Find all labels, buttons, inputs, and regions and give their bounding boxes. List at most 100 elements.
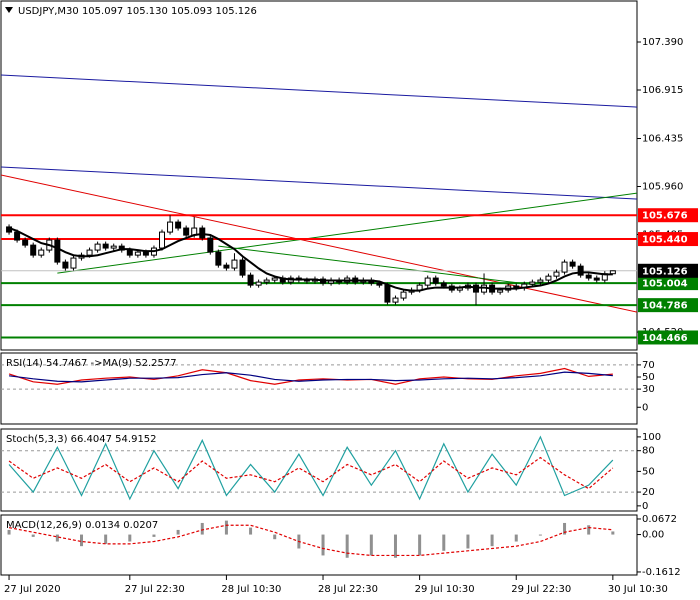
candle-body — [384, 284, 391, 303]
plot-area — [7, 520, 615, 558]
candle-body — [432, 277, 439, 284]
panel-title: MACD(12,26,9) 0.0134 0.0207 — [6, 520, 158, 531]
x-tick-label: 29 Jul 22:30 — [511, 584, 571, 595]
plot-area — [1, 364, 637, 390]
candle-body — [440, 282, 447, 287]
histogram-bar — [587, 525, 591, 535]
candle-body — [537, 279, 544, 283]
panel-frame — [0, 428, 638, 512]
candle-body — [255, 281, 262, 286]
histogram-bar — [563, 522, 567, 535]
panel-frame — [0, 352, 638, 425]
price-tag — [638, 232, 698, 247]
candle-body — [134, 251, 141, 256]
panel-title: USDJPY,M30 105.097 105.130 105.093 105.1… — [18, 6, 257, 17]
indicator-line — [8, 524, 613, 557]
trend-line — [1, 174, 637, 313]
histogram-bar — [442, 534, 446, 551]
histogram-bar — [7, 529, 11, 535]
price-tag-label: 105.126 — [642, 266, 688, 277]
y-tick-label: -0.1612 — [642, 567, 681, 578]
menu-icon — [5, 7, 13, 13]
candle-body — [529, 281, 536, 285]
candle-body — [207, 237, 214, 253]
candle-body — [263, 279, 270, 283]
candle-body — [577, 265, 584, 276]
y-tick-label: 107.390 — [642, 37, 683, 48]
candle-body — [585, 274, 592, 279]
candle-body — [400, 291, 407, 299]
x-tick-label: 29 Jul 10:30 — [415, 584, 475, 595]
panel-frame — [0, 514, 638, 576]
y-tick-label: 105.960 — [642, 182, 683, 193]
candle-body — [38, 249, 45, 256]
candle-body — [561, 261, 568, 273]
histogram-bar — [200, 522, 204, 535]
x-tick-label: 30 Jul 10:30 — [608, 584, 668, 595]
plot-area — [1, 435, 637, 501]
price-tag — [638, 298, 698, 313]
trend-line — [1, 166, 637, 200]
y-tick-label: 80 — [642, 446, 655, 457]
candle-body — [569, 261, 576, 267]
histogram-bar — [104, 534, 108, 544]
indicator-line — [8, 456, 614, 490]
histogram-bar — [128, 534, 132, 542]
candle-body — [62, 261, 69, 269]
histogram-bar — [345, 534, 349, 558]
x-tick-label: 27 Jul 22:30 — [125, 584, 185, 595]
histogram-bar — [538, 534, 542, 536]
candle-body — [472, 284, 479, 293]
candle-body — [14, 231, 21, 241]
candle-body — [215, 251, 222, 266]
candle-body — [167, 221, 174, 233]
panel-title: Stoch(5,3,3) 66.4047 54.9152 — [6, 434, 157, 445]
candle-body — [126, 249, 133, 256]
candle-body — [86, 249, 93, 256]
plot-area — [1, 74, 637, 339]
panel-title: RSI(14) 54.7467 ->MA(9) 52.2577 — [6, 358, 177, 369]
candle-body — [159, 231, 166, 249]
histogram-bar — [393, 534, 397, 558]
price-tag-label: 105.440 — [642, 235, 688, 246]
indicator-line — [8, 367, 613, 385]
histogram-bar — [224, 520, 228, 535]
histogram-bar — [418, 534, 422, 556]
candle-body — [54, 239, 61, 263]
candle-body — [94, 243, 101, 251]
candle-body — [239, 259, 246, 276]
candle-body — [142, 251, 149, 256]
candle-body — [247, 274, 254, 286]
candle-body — [183, 227, 190, 236]
y-tick-label: 50 — [642, 372, 655, 383]
price-tag — [638, 208, 698, 223]
histogram-bar — [611, 531, 615, 535]
candle-body — [609, 270, 616, 275]
candle-body — [497, 289, 504, 293]
candle-body — [553, 271, 560, 277]
y-tick-label: 0.0672 — [642, 514, 677, 525]
candle-body — [545, 275, 552, 281]
y-tick-label: 106.435 — [642, 134, 683, 145]
y-tick-label: 70 — [642, 360, 655, 371]
histogram-bar — [514, 534, 518, 542]
moving-average — [8, 227, 613, 292]
x-tick-label: 28 Jul 22:30 — [318, 584, 378, 595]
price-tag — [638, 330, 698, 345]
candle-body — [231, 259, 238, 269]
y-tick-label: 30 — [642, 384, 655, 395]
y-tick-label: 20 — [642, 487, 655, 498]
candle-body — [271, 277, 278, 281]
x-tick-label: 27 Jul 2020 — [4, 584, 61, 595]
price-tag-label: 105.004 — [642, 279, 688, 290]
indicator-line — [8, 435, 614, 501]
x-tick-label: 28 Jul 10:30 — [221, 584, 281, 595]
y-tick-label: 50 — [642, 466, 655, 477]
trend-line — [1, 74, 637, 108]
price-tag — [638, 276, 698, 291]
trend-line — [57, 192, 637, 274]
y-tick-label: 0 — [642, 501, 648, 512]
